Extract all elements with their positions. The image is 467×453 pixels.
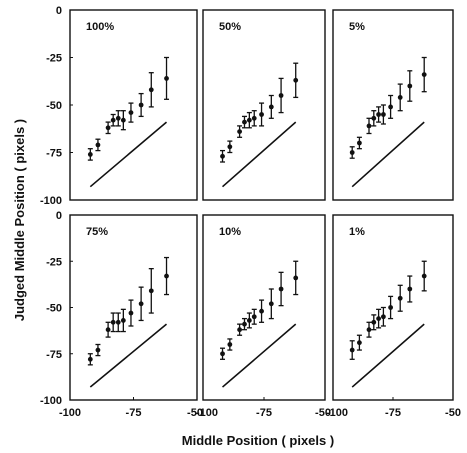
data-point xyxy=(120,318,126,323)
data-point xyxy=(87,356,93,362)
data-point xyxy=(87,152,93,157)
data-point xyxy=(115,319,121,325)
x-tick-label: -75 xyxy=(256,407,272,419)
data-point xyxy=(381,112,386,117)
data-point xyxy=(95,142,101,148)
data-point xyxy=(278,93,284,98)
reference-line-2 xyxy=(221,121,297,188)
data-point xyxy=(376,112,381,117)
data-point xyxy=(227,342,233,347)
data-point xyxy=(259,112,264,117)
data-point xyxy=(138,102,144,108)
data-point xyxy=(95,347,101,353)
data-point xyxy=(237,327,243,333)
y-tick-label: -50 xyxy=(46,303,62,315)
data-point xyxy=(220,351,225,357)
panel-label-3: 5% xyxy=(349,21,365,33)
panel-frame-1 xyxy=(69,9,198,201)
x-tick-label: -75 xyxy=(126,407,142,419)
y-tick-label: -75 xyxy=(46,349,62,361)
panel-label-4: 75% xyxy=(86,226,108,238)
reference-line-4 xyxy=(89,323,168,388)
data-point xyxy=(110,319,116,325)
data-point xyxy=(268,104,274,110)
y-tick-label: -25 xyxy=(46,256,62,268)
data-point xyxy=(371,115,377,121)
data-point xyxy=(105,125,111,131)
data-point xyxy=(357,140,362,146)
x-tick-label: -50 xyxy=(187,407,203,419)
data-point xyxy=(128,310,134,316)
data-point xyxy=(421,72,427,77)
data-point xyxy=(278,286,284,292)
data-point xyxy=(349,347,355,353)
panel-label-2: 50% xyxy=(219,21,241,33)
x-tick-label: -100 xyxy=(196,407,218,419)
panel-frame-4 xyxy=(69,214,198,401)
data-point xyxy=(407,286,413,292)
x-tick-label: -50 xyxy=(445,407,461,419)
y-tick-label: -50 xyxy=(46,100,62,112)
data-point xyxy=(251,115,257,121)
data-point xyxy=(349,150,355,155)
data-point xyxy=(388,104,393,110)
data-point xyxy=(259,308,264,314)
data-point xyxy=(242,321,247,327)
data-point xyxy=(293,275,299,281)
y-tick-label: -100 xyxy=(40,395,62,407)
x-axis-title: Middle Position ( pixels ) xyxy=(182,433,334,448)
x-tick-label: -75 xyxy=(385,407,401,419)
panel-frame-5 xyxy=(202,214,326,401)
data-point xyxy=(366,327,372,333)
data-point xyxy=(242,119,247,125)
reference-line-1 xyxy=(89,121,168,188)
y-tick-label: 0 xyxy=(56,5,62,17)
data-point xyxy=(128,110,134,115)
data-point xyxy=(268,301,274,307)
data-point xyxy=(220,153,225,159)
x-tick-label: -100 xyxy=(59,407,81,419)
data-point xyxy=(148,288,154,294)
panel-frame-2 xyxy=(202,9,326,201)
y-tick-label: 0 xyxy=(56,210,62,222)
panel-label-6: 1% xyxy=(349,226,365,238)
data-point xyxy=(164,76,169,81)
data-point xyxy=(138,301,144,307)
data-point xyxy=(251,314,257,320)
y-tick-label: -100 xyxy=(40,195,62,207)
data-point xyxy=(164,273,169,279)
data-point xyxy=(293,77,299,83)
data-point xyxy=(246,318,252,323)
data-point xyxy=(105,327,111,333)
panel-label-1: 100% xyxy=(86,21,114,33)
data-point xyxy=(148,87,154,93)
data-point xyxy=(366,123,372,129)
data-point xyxy=(376,316,381,321)
y-axis-title: Judged Middle Position ( pixels ) xyxy=(12,119,27,321)
data-point xyxy=(227,144,233,150)
data-point xyxy=(246,117,252,123)
x-tick-label: -100 xyxy=(326,407,348,419)
data-point xyxy=(407,83,413,89)
panel-label-5: 10% xyxy=(219,226,241,238)
reference-line-3 xyxy=(351,121,425,188)
data-point xyxy=(371,319,377,325)
data-point xyxy=(237,129,243,135)
panel-frame-3 xyxy=(332,9,454,201)
y-tick-label: -25 xyxy=(46,53,62,65)
y-tick-label: -75 xyxy=(46,148,62,160)
data-point xyxy=(388,305,393,310)
reference-line-6 xyxy=(351,323,425,388)
data-point xyxy=(381,314,386,320)
data-point xyxy=(421,273,427,279)
x-tick-label: -50 xyxy=(315,407,331,419)
data-point xyxy=(110,117,116,123)
reference-line-5 xyxy=(221,323,297,388)
data-point xyxy=(397,295,403,301)
data-point xyxy=(120,117,126,123)
data-point xyxy=(115,115,121,121)
data-point xyxy=(357,340,362,346)
data-point xyxy=(397,95,403,100)
